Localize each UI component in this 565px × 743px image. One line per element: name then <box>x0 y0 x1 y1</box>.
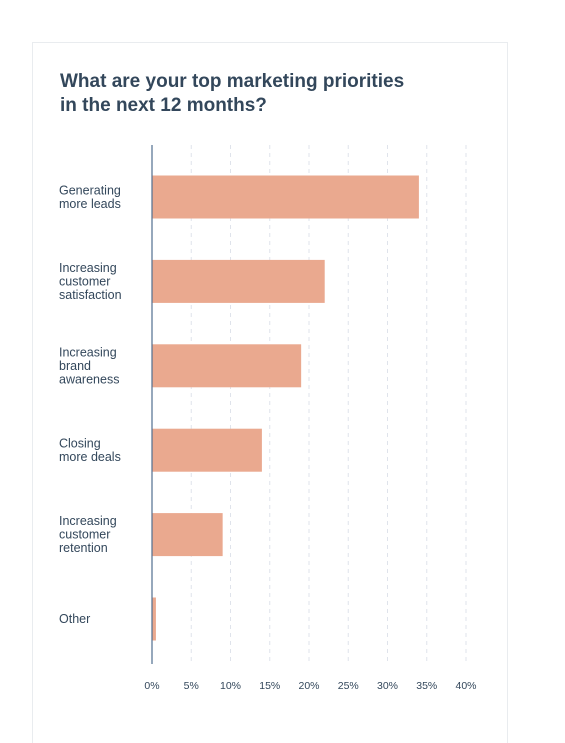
x-tick-label: 0% <box>144 680 159 692</box>
category-label-line: satisfaction <box>59 288 122 302</box>
bar-increasing-customer-retention <box>152 513 223 557</box>
bar-increasing-customer-satisfaction <box>152 259 325 303</box>
category-label-line: retention <box>59 541 108 555</box>
category-label-line: Increasing <box>59 261 117 275</box>
x-tick-label: 30% <box>377 680 398 692</box>
category-label: Closing more deals <box>59 436 121 464</box>
x-tick-label: 20% <box>298 680 319 692</box>
category-label-line: Increasing <box>59 514 117 528</box>
category-label-line: more leads <box>59 197 121 211</box>
category-label-line: brand <box>59 359 91 373</box>
x-tick-label: 40% <box>455 680 476 692</box>
category-label: Other <box>59 612 90 626</box>
category-label: Increasing brand awareness <box>59 345 119 386</box>
x-tick-label: 15% <box>259 680 280 692</box>
category-label-line: Generating <box>59 183 121 197</box>
x-tick-label: 25% <box>338 680 359 692</box>
category-label-line: customer <box>59 274 110 288</box>
bar-increasing-brand-awareness <box>152 344 302 388</box>
category-label-line: Closing <box>59 436 101 450</box>
bar-closing-more-deals <box>152 428 262 472</box>
category-label: Generating more leads <box>59 183 121 211</box>
category-label-line: Increasing <box>59 345 117 359</box>
category-label-line: more deals <box>59 450 121 464</box>
chart-title: What are your top marketing priorities i… <box>60 71 405 116</box>
category-label: Increasing customer retention <box>59 514 117 555</box>
x-tick-label: 10% <box>220 680 241 692</box>
category-label: Increasing customer satisfaction <box>59 261 122 302</box>
bar-generating-more-leads <box>152 175 419 219</box>
bar-other <box>152 597 156 641</box>
category-label-line: Other <box>59 612 90 626</box>
category-label-line: awareness <box>59 372 119 386</box>
x-tick-label: 35% <box>416 680 437 692</box>
category-label-line: customer <box>59 528 110 542</box>
x-tick-label: 5% <box>184 680 199 692</box>
